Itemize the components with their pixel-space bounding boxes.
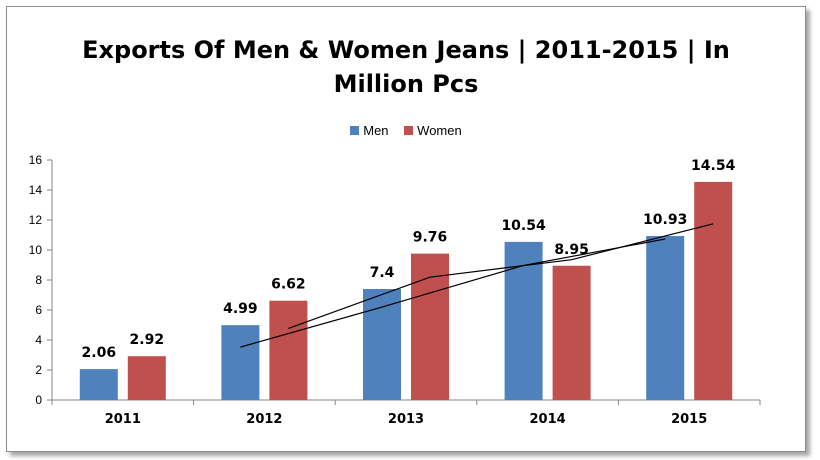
x-category-label: 2012 <box>246 412 282 427</box>
y-tick-label: 4 <box>35 333 42 347</box>
data-label-women: 2.92 <box>130 332 165 348</box>
legend-swatch-men <box>350 126 360 135</box>
data-label-men: 7.4 <box>370 265 395 281</box>
legend-swatch-women <box>404 126 414 135</box>
x-category-label: 2015 <box>671 412 707 427</box>
data-label-men: 10.54 <box>501 218 546 234</box>
data-label-men: 4.99 <box>223 301 258 317</box>
bar-men <box>646 236 685 400</box>
y-tick-label: 12 <box>29 213 43 227</box>
data-label-women: 14.54 <box>691 158 736 174</box>
bar-men <box>79 369 118 400</box>
x-category-label: 2013 <box>388 412 424 427</box>
bar-men <box>504 241 543 400</box>
chart-title: Exports Of Men & Women Jeans | 2011-2015… <box>7 33 805 101</box>
bar-men <box>363 289 401 400</box>
bar-women <box>694 181 733 400</box>
legend-item-women: Women <box>404 123 462 138</box>
bar-women <box>269 300 308 400</box>
data-label-women: 6.62 <box>271 277 306 293</box>
bar-women <box>127 356 166 400</box>
y-tick-label: 16 <box>29 153 43 167</box>
legend-label-women: Women <box>417 123 462 138</box>
y-tick-label: 14 <box>29 183 43 197</box>
y-tick-label: 6 <box>35 303 42 317</box>
bar-women <box>411 253 449 400</box>
data-label-women: 9.76 <box>413 230 448 246</box>
chart-title-line-2: Million Pcs <box>333 70 479 98</box>
data-label-men: 2.06 <box>82 345 117 361</box>
y-tick-label: 10 <box>29 243 43 257</box>
x-category-label: 2014 <box>530 412 566 427</box>
data-label-women: 8.95 <box>554 242 589 258</box>
legend-item-men: Men <box>350 123 389 138</box>
x-category-label: 2011 <box>105 412 141 427</box>
chart-title-line-1: Exports Of Men & Women Jeans | 2011-2015… <box>82 36 730 64</box>
legend: Men Women <box>7 123 805 138</box>
legend-label-men: Men <box>363 123 389 138</box>
trendline-men <box>240 238 666 348</box>
bar-men <box>221 325 260 400</box>
trendline-women <box>288 223 714 330</box>
bar-women <box>552 265 591 400</box>
y-tick-label: 2 <box>35 363 42 377</box>
y-tick-label: 8 <box>35 273 42 287</box>
data-label-men: 10.93 <box>643 212 687 228</box>
y-tick-label: 0 <box>35 393 42 407</box>
